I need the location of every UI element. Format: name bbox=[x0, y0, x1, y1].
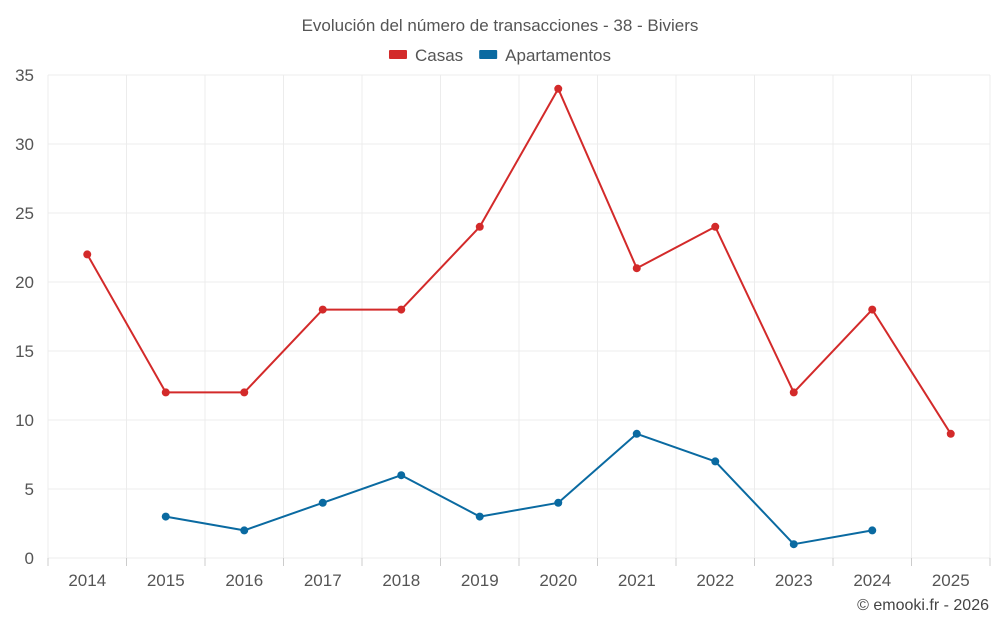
data-point[interactable] bbox=[318, 498, 327, 507]
y-tick-label: 30 bbox=[15, 135, 34, 154]
x-tick-label: 2017 bbox=[304, 571, 342, 590]
series-line bbox=[86, 87, 952, 435]
data-point[interactable] bbox=[475, 512, 484, 521]
data-point[interactable] bbox=[868, 526, 877, 535]
data-point[interactable] bbox=[632, 264, 641, 273]
chart-title: Evolución del número de transacciones - … bbox=[302, 16, 699, 35]
x-tick-label: 2020 bbox=[539, 571, 577, 590]
y-tick-label: 35 bbox=[15, 66, 34, 85]
data-point[interactable] bbox=[711, 457, 720, 466]
x-tick-label: 2018 bbox=[382, 571, 420, 590]
x-tick-label: 2016 bbox=[225, 571, 263, 590]
data-point[interactable] bbox=[397, 471, 406, 480]
series-layer bbox=[83, 84, 955, 549]
data-point[interactable] bbox=[789, 540, 798, 549]
data-point[interactable] bbox=[868, 305, 877, 314]
legend-label: Casas bbox=[415, 46, 463, 65]
y-tick-label: 5 bbox=[25, 480, 34, 499]
legend-item-casas[interactable]: Casas bbox=[388, 46, 463, 65]
legend-swatch bbox=[479, 50, 498, 59]
legend: Casas Apartamentos bbox=[388, 46, 611, 65]
x-tick-label: 2022 bbox=[696, 571, 734, 590]
gridlines bbox=[47, 74, 991, 566]
series-apartamentos bbox=[161, 429, 877, 549]
data-point[interactable] bbox=[318, 305, 327, 314]
series-line bbox=[165, 432, 873, 546]
y-tick-label: 20 bbox=[15, 273, 34, 292]
legend-label: Apartamentos bbox=[505, 46, 611, 65]
data-point[interactable] bbox=[554, 84, 563, 93]
x-tick-label: 2023 bbox=[775, 571, 813, 590]
x-tick-label: 2014 bbox=[68, 571, 106, 590]
data-point[interactable] bbox=[475, 222, 484, 231]
series-casas bbox=[83, 84, 955, 438]
legend-item-apartamentos[interactable]: Apartamentos bbox=[479, 46, 611, 65]
data-point[interactable] bbox=[240, 526, 249, 535]
x-tick-label: 2024 bbox=[853, 571, 891, 590]
y-tick-label: 10 bbox=[15, 411, 34, 430]
x-tick-label: 2019 bbox=[461, 571, 499, 590]
x-tick-label: 2015 bbox=[147, 571, 185, 590]
data-point[interactable] bbox=[161, 512, 170, 521]
data-point[interactable] bbox=[83, 250, 92, 259]
data-point[interactable] bbox=[397, 305, 406, 314]
data-point[interactable] bbox=[632, 429, 641, 438]
y-tick-label: 25 bbox=[15, 204, 34, 223]
x-tick-label: 2021 bbox=[618, 571, 656, 590]
credit-text: © emooki.fr - 2026 bbox=[857, 597, 989, 614]
y-axis: 0 5 10 15 20 25 30 35 bbox=[15, 66, 34, 568]
data-point[interactable] bbox=[554, 498, 563, 507]
data-point[interactable] bbox=[789, 388, 798, 397]
data-point[interactable] bbox=[240, 388, 249, 397]
x-tick-label: 2025 bbox=[932, 571, 970, 590]
x-axis: 2014 2015 2016 2017 2018 2019 2020 2021 2022 2023… bbox=[68, 571, 969, 590]
y-tick-label: 0 bbox=[25, 549, 34, 568]
legend-swatch bbox=[388, 50, 407, 59]
data-point[interactable] bbox=[161, 388, 170, 397]
y-tick-label: 15 bbox=[15, 342, 34, 361]
data-point[interactable] bbox=[946, 429, 955, 438]
data-point[interactable] bbox=[711, 222, 720, 231]
